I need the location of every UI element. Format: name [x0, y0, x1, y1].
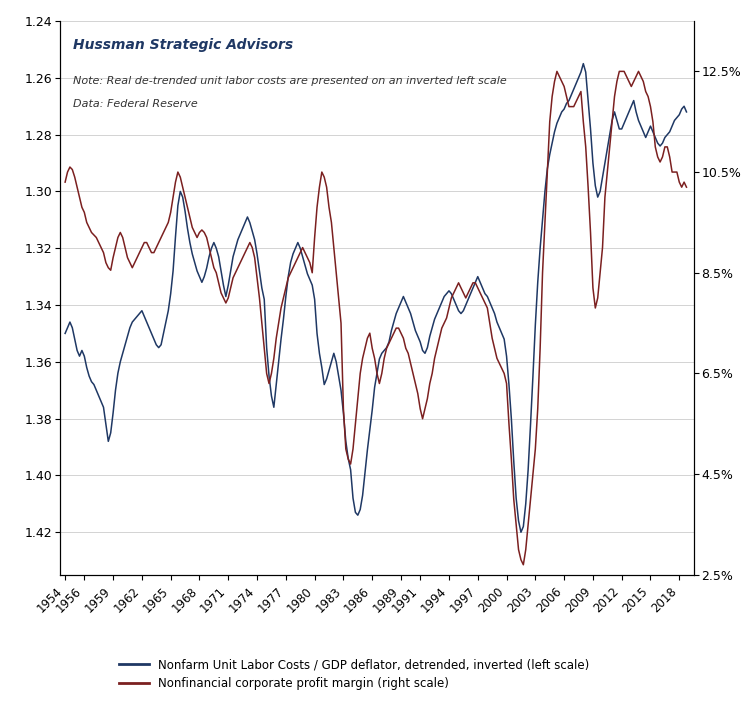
Nonfinancial corporate profit margin (right scale): [320, 173, 329, 182]
Nonfarm Unit Labor Costs / GDP deflator, detrended, inverted (left scale): [565, 96, 574, 104]
Nonfarm Unit Labor Costs / GDP deflator, detrended, inverted (left scale): [658, 139, 667, 147]
Nonfarm Unit Labor Costs / GDP deflator, detrended, inverted (left scale): [135, 309, 144, 318]
Line: Nonfarm Unit Labor Costs / GDP deflator, detrended, inverted (left scale): Nonfarm Unit Labor Costs / GDP deflator,…: [65, 64, 686, 532]
Nonfinancial corporate profit margin (right scale): [553, 67, 562, 76]
Legend: Nonfarm Unit Labor Costs / GDP deflator, detrended, inverted (left scale), Nonfi: Nonfarm Unit Labor Costs / GDP deflator,…: [115, 654, 594, 695]
Text: Hussman Strategic Advisors: Hussman Strategic Advisors: [73, 38, 293, 52]
Text: Note: Real de-trended unit labor costs are presented on an inverted left scale: Note: Real de-trended unit labor costs a…: [73, 76, 507, 86]
Nonfarm Unit Labor Costs / GDP deflator, detrended, inverted (left scale): [682, 108, 691, 116]
Nonfinancial corporate profit margin (right scale): [567, 102, 576, 111]
Nonfarm Unit Labor Costs / GDP deflator, detrended, inverted (left scale): [516, 528, 526, 536]
Nonfarm Unit Labor Costs / GDP deflator, detrended, inverted (left scale): [60, 329, 69, 338]
Nonfinancial corporate profit margin (right scale): [60, 178, 69, 186]
Nonfarm Unit Labor Costs / GDP deflator, detrended, inverted (left scale): [320, 381, 329, 389]
Nonfarm Unit Labor Costs / GDP deflator, detrended, inverted (left scale): [579, 60, 588, 68]
Nonfarm Unit Labor Costs / GDP deflator, detrended, inverted (left scale): [322, 374, 331, 383]
Nonfarm Unit Labor Costs / GDP deflator, detrended, inverted (left scale): [149, 335, 158, 343]
Nonfinancial corporate profit margin (right scale): [322, 183, 331, 191]
Nonfinancial corporate profit margin (right scale): [682, 183, 691, 191]
Nonfinancial corporate profit margin (right scale): [135, 248, 144, 257]
Nonfinancial corporate profit margin (right scale): [149, 248, 158, 257]
Text: Data: Federal Reserve: Data: Federal Reserve: [73, 99, 198, 109]
Line: Nonfinancial corporate profit margin (right scale): Nonfinancial corporate profit margin (ri…: [65, 72, 686, 565]
Nonfinancial corporate profit margin (right scale): [519, 561, 528, 569]
Nonfinancial corporate profit margin (right scale): [658, 153, 667, 161]
